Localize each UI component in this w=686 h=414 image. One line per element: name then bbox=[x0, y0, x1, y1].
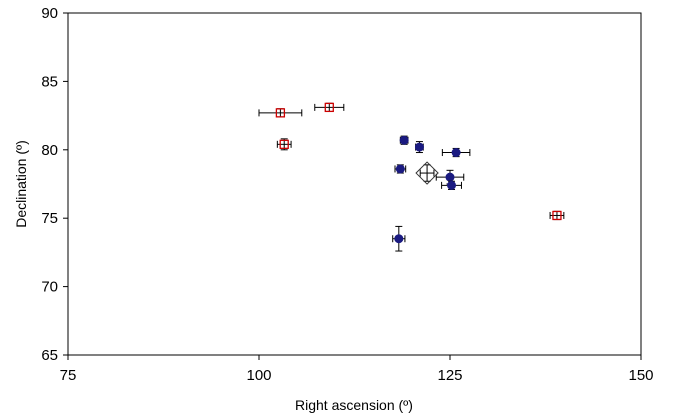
y-tick-label: 65 bbox=[41, 347, 58, 364]
circle-marker bbox=[447, 180, 457, 190]
data-point bbox=[399, 135, 409, 145]
axis-ticks: 75 100 125 150 65 70 75 80 85 90 bbox=[41, 5, 653, 384]
data-points bbox=[258, 102, 565, 252]
y-tick-label: 80 bbox=[41, 142, 58, 159]
diamond-marker bbox=[415, 161, 439, 185]
data-point bbox=[415, 161, 439, 185]
data-point bbox=[276, 138, 292, 151]
circle-marker bbox=[394, 234, 404, 244]
y-axis-label: Declination (º) bbox=[13, 140, 29, 228]
y-tick-label: 90 bbox=[41, 5, 58, 22]
y-tick-label: 75 bbox=[41, 210, 58, 227]
square-marker bbox=[275, 108, 286, 118]
y-tick-label: 70 bbox=[41, 279, 58, 296]
x-tick-label: 75 bbox=[60, 367, 77, 384]
x-axis-label: Right ascension (º) bbox=[295, 397, 413, 413]
circle-marker bbox=[445, 172, 455, 182]
data-point bbox=[258, 108, 303, 118]
y-tick-label: 85 bbox=[41, 73, 58, 90]
circle-marker bbox=[414, 142, 424, 152]
data-point bbox=[314, 102, 345, 113]
data-point bbox=[441, 180, 462, 190]
square-marker bbox=[324, 102, 334, 113]
circle-marker bbox=[395, 164, 405, 174]
data-point bbox=[549, 210, 565, 221]
square-marker bbox=[279, 139, 289, 149]
circle-marker bbox=[451, 148, 461, 158]
data-point bbox=[392, 225, 406, 252]
x-tick-label: 100 bbox=[246, 367, 271, 384]
x-tick-label: 125 bbox=[437, 367, 462, 384]
plot-area bbox=[67, 12, 642, 356]
square-marker bbox=[552, 210, 562, 221]
data-point bbox=[394, 164, 407, 174]
circle-marker bbox=[399, 135, 409, 145]
data-point bbox=[441, 147, 471, 158]
data-point bbox=[414, 141, 424, 154]
x-tick-label: 150 bbox=[628, 367, 653, 384]
